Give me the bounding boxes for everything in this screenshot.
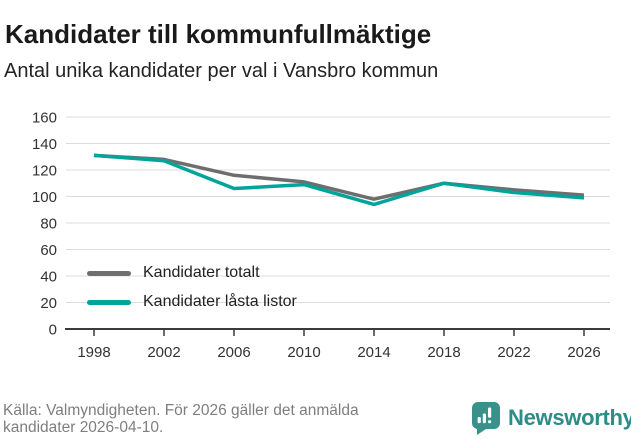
chart-legend: Kandidater totalt Kandidater låsta listo… — [87, 260, 297, 315]
x-axis-label: 2006 — [217, 344, 250, 361]
y-axis-label: 140 — [32, 136, 57, 153]
y-axis-label: 0 — [49, 322, 57, 339]
legend-label-totalt: Kandidater totalt — [143, 264, 260, 281]
x-axis-label: 1998 — [77, 344, 110, 361]
newsworthy-bubble-icon — [472, 401, 500, 435]
y-axis-label: 20 — [40, 295, 57, 312]
series-line-1 — [93, 153, 585, 207]
brand-name: Newsworthy — [508, 405, 631, 430]
legend-item-totalt: Kandidater totalt — [87, 260, 297, 286]
newsworthy-logo: Newsworthy — [472, 401, 631, 435]
line-chart: 1998 2002 2006 2010 2014 2018 2022 2026 0 20 40 60 8… — [32, 110, 610, 361]
y-axis-label: 120 — [32, 163, 57, 180]
legend-label-lasta-listor: Kandidater låsta listor — [143, 293, 297, 310]
legend-item-lasta-listor: Kandidater låsta listor — [87, 289, 297, 315]
x-axis-label: 2014 — [357, 344, 390, 361]
y-axis-label: 60 — [40, 242, 57, 259]
chart-subtitle: Antal unika kandidater per val i Vansbro… — [4, 60, 439, 82]
y-axis-label: 100 — [32, 189, 57, 206]
y-axis-label: 160 — [32, 110, 57, 127]
x-axis-label: 2018 — [427, 344, 460, 361]
y-axis-label: 40 — [40, 269, 57, 286]
legend-swatch-teal-line — [87, 299, 131, 305]
page-title: Kandidater till kommunfullmäktige — [5, 19, 432, 50]
x-axis-label: 2010 — [287, 344, 320, 361]
x-axis-label: 2002 — [147, 344, 180, 361]
series-line-0 — [93, 153, 585, 201]
legend-swatch-gray-line — [87, 270, 131, 276]
y-axis-label: 80 — [40, 216, 57, 233]
x-axis-label: 2026 — [567, 344, 600, 361]
source-text: Källa: Valmyndigheten. För 2026 gäller d… — [3, 402, 359, 436]
x-axis-label: 2022 — [497, 344, 530, 361]
